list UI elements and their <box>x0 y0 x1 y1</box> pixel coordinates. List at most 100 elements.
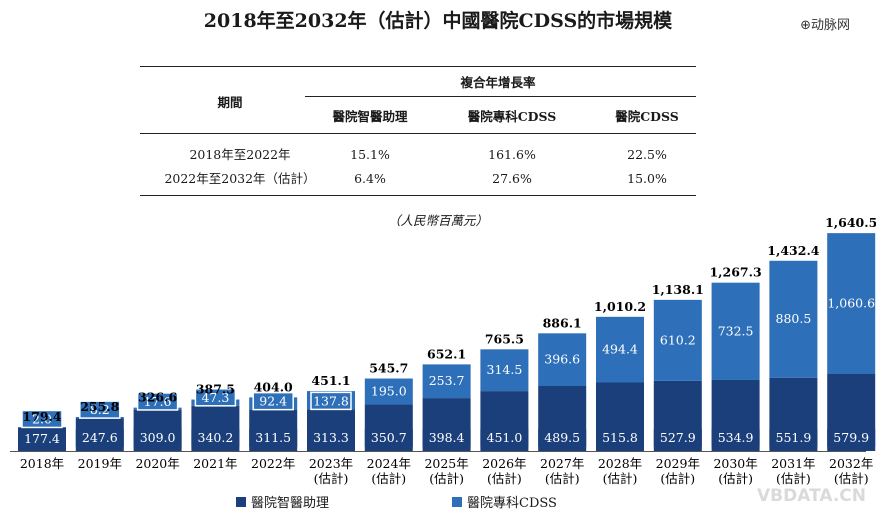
value-cell: 15.1% <box>350 147 390 162</box>
data-label-bg <box>653 429 702 447</box>
data-label-bg <box>769 429 818 447</box>
x-tick-label: 2031年 <box>771 456 815 471</box>
x-tick-label: (估計) <box>545 471 580 486</box>
data-label-assistant: 177.4 <box>24 431 60 446</box>
data-label-box <box>252 391 294 411</box>
data-label-bg <box>480 429 529 447</box>
data-label-bg <box>249 429 298 447</box>
bar-segment-specialty <box>538 333 587 386</box>
x-tick-label: (估計) <box>660 471 695 486</box>
value-cell: 15.0% <box>627 171 667 186</box>
data-label-total: 179.4 <box>22 409 61 424</box>
data-label-specialty: 396.6 <box>544 352 580 367</box>
data-label-assistant: 311.5 <box>255 430 291 445</box>
data-label-specialty: 8.2 <box>90 402 110 417</box>
data-label-assistant: 534.9 <box>718 430 754 445</box>
data-label-bg <box>711 429 760 447</box>
data-label-specialty: 880.5 <box>776 311 812 326</box>
bar-segment-specialty <box>711 282 760 380</box>
data-label-total: 1,267.3 <box>709 265 761 280</box>
data-label-total: 545.7 <box>369 361 408 376</box>
data-label-specialty: 253.7 <box>429 373 465 388</box>
x-tick-label: 2018年 <box>20 456 64 471</box>
data-label-assistant: 515.8 <box>602 430 638 445</box>
data-label-total: 652.1 <box>427 346 466 361</box>
data-label-total: 1,432.4 <box>767 243 819 258</box>
data-label-specialty: 2.0 <box>32 411 52 426</box>
x-tick-label: 2020年 <box>135 456 179 471</box>
bar-segment-specialty <box>596 316 644 383</box>
data-label-specialty: 137.8 <box>313 393 349 408</box>
x-tick-label: 2021年 <box>193 456 237 471</box>
data-label-specialty: 1,060.6 <box>827 296 875 311</box>
x-tick-label: 2019年 <box>78 456 122 471</box>
period-cell: 2018年至2022年 <box>189 147 291 162</box>
data-label-total: 404.0 <box>254 379 293 394</box>
data-label-bg <box>422 429 471 447</box>
data-label-specialty: 314.5 <box>487 362 523 377</box>
value-cell: 22.5% <box>627 147 667 162</box>
cagr-group-header: 複合年增長率 <box>460 75 536 90</box>
x-tick-label: 2023年 <box>309 456 353 471</box>
data-label-bg <box>75 429 124 447</box>
x-tick-label: 2024年 <box>367 456 411 471</box>
vbdata-watermark: VBDATA.CN <box>757 486 866 506</box>
period-cell: 2022年至2032年（估計） <box>164 171 316 186</box>
data-label-specialty: 732.5 <box>718 323 754 338</box>
legend-label-specialty: 醫院專科CDSS <box>467 496 557 511</box>
x-tick-label: (估計) <box>487 471 522 486</box>
data-label-assistant: 551.9 <box>776 430 812 445</box>
data-label-total: 1,640.5 <box>825 215 876 230</box>
bar-segment-specialty <box>480 349 529 392</box>
data-label-assistant: 247.6 <box>82 430 118 445</box>
x-tick-label: 2030年 <box>713 456 757 471</box>
x-tick-label: (估計) <box>603 471 638 486</box>
value-cell: 6.4% <box>354 171 386 186</box>
x-tick-label: (估計) <box>314 471 349 486</box>
bar-segment-specialty <box>827 233 876 374</box>
data-label-total: 765.5 <box>485 331 524 346</box>
data-label-assistant: 309.0 <box>140 430 176 445</box>
data-label-bg <box>307 429 355 447</box>
data-label-bg <box>18 430 66 449</box>
column-header-total: 醫院CDSS <box>615 109 679 124</box>
data-label-total: 451.1 <box>311 373 350 388</box>
data-label-total: 326.6 <box>138 390 177 405</box>
bar-segment-specialty <box>364 378 413 405</box>
data-label-assistant: 398.4 <box>429 430 465 445</box>
x-tick-label: 2025年 <box>424 456 468 471</box>
x-tick-label: (估計) <box>371 471 406 486</box>
data-label-specialty: 47.3 <box>201 390 229 405</box>
data-label-total: 387.5 <box>196 382 235 397</box>
cagr-table: 複合年增長率 期間 醫院智醫助理 醫院專科CDSS 醫院CDSS 2018年至2… <box>140 66 696 196</box>
column-header-specialty: 醫院專科CDSS <box>467 109 557 124</box>
data-label-box <box>194 388 237 407</box>
bar-segment-specialty <box>422 364 471 399</box>
data-label-specialty: 17.6 <box>144 394 172 409</box>
data-label-box <box>79 400 121 419</box>
x-tick-label: 2028年 <box>598 456 642 471</box>
x-tick-label: 2027年 <box>540 456 584 471</box>
x-tick-label: (估計) <box>776 471 811 486</box>
x-tick-label: 2029年 <box>656 456 700 471</box>
data-label-total: 886.1 <box>543 315 582 330</box>
value-cell: 161.6% <box>488 147 536 162</box>
unit-label: （人民幣百萬元） <box>387 213 488 228</box>
data-label-total: 1,138.1 <box>652 282 704 297</box>
data-label-box <box>136 392 179 411</box>
x-tick-label: (估計) <box>834 471 869 486</box>
x-tick-label: 2026年 <box>482 456 526 471</box>
column-header-assistant: 醫院智醫助理 <box>332 109 408 124</box>
data-label-total: 1,010.2 <box>594 299 646 314</box>
data-label-specialty: 494.4 <box>602 342 638 357</box>
data-label-bg <box>596 429 644 447</box>
data-label-box <box>21 409 63 429</box>
data-label-assistant: 451.0 <box>487 430 523 445</box>
legend-label-assistant: 醫院智醫助理 <box>251 496 330 511</box>
legend-item-specialty: 醫院專科CDSS <box>452 492 557 511</box>
value-cell: 27.6% <box>492 171 532 186</box>
period-header: 期間 <box>217 95 243 110</box>
data-label-assistant: 489.5 <box>544 430 580 445</box>
legend-swatch-assistant <box>236 496 246 507</box>
data-label-box <box>310 391 352 411</box>
